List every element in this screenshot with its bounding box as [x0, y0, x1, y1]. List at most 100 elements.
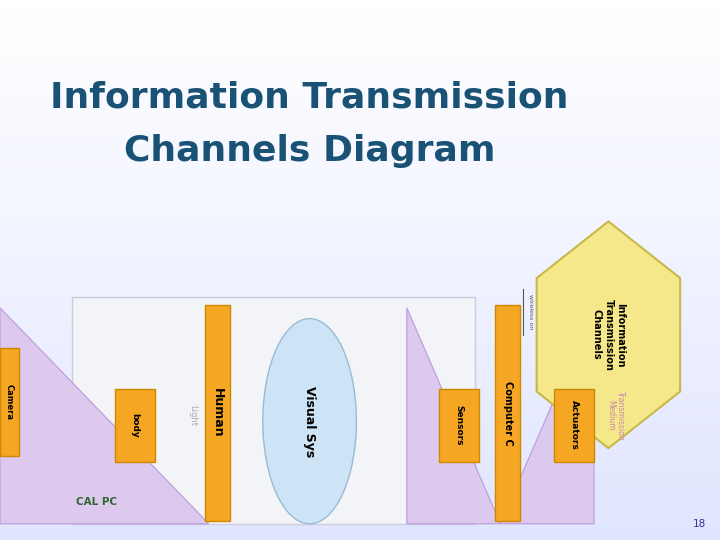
FancyBboxPatch shape — [439, 389, 479, 462]
Bar — [0, 410, 720, 416]
Bar — [0, 302, 720, 308]
FancyBboxPatch shape — [495, 305, 520, 521]
Bar — [0, 211, 720, 216]
Bar — [0, 113, 720, 119]
Bar — [0, 157, 720, 162]
Bar — [0, 173, 720, 178]
Bar — [0, 265, 720, 270]
FancyBboxPatch shape — [115, 389, 155, 462]
Bar — [0, 108, 720, 113]
Text: Computer C: Computer C — [503, 381, 513, 446]
Bar — [0, 162, 720, 167]
Bar — [0, 184, 720, 189]
Bar — [0, 286, 720, 292]
Bar — [0, 243, 720, 248]
Bar — [0, 135, 720, 140]
Bar — [0, 427, 720, 432]
Bar — [0, 508, 720, 513]
Bar — [0, 238, 720, 243]
Bar — [0, 481, 720, 486]
Bar — [0, 308, 720, 313]
FancyBboxPatch shape — [0, 348, 19, 456]
Bar — [0, 81, 720, 86]
Bar — [0, 335, 720, 340]
Bar — [0, 400, 720, 405]
Bar — [0, 59, 720, 65]
Bar — [0, 76, 720, 81]
Bar — [0, 97, 720, 103]
Bar — [0, 281, 720, 286]
Bar — [0, 378, 720, 383]
Bar — [0, 518, 720, 524]
Bar — [0, 383, 720, 389]
Bar — [0, 346, 720, 351]
Bar — [0, 513, 720, 518]
Bar — [0, 38, 720, 43]
Bar — [0, 491, 720, 497]
Bar — [0, 351, 720, 356]
Text: Sensors: Sensors — [454, 405, 464, 446]
Bar — [0, 11, 720, 16]
FancyBboxPatch shape — [72, 297, 475, 524]
Bar — [0, 178, 720, 184]
Bar — [0, 151, 720, 157]
Text: Light: Light — [188, 406, 197, 426]
Bar — [0, 103, 720, 108]
Bar — [0, 124, 720, 130]
Bar — [0, 405, 720, 410]
Bar — [0, 227, 720, 232]
Bar — [0, 248, 720, 254]
Bar — [0, 421, 720, 427]
Bar — [0, 362, 720, 367]
Bar — [0, 432, 720, 437]
Bar — [0, 340, 720, 346]
Bar — [0, 443, 720, 448]
Polygon shape — [407, 308, 500, 524]
Bar — [0, 416, 720, 421]
Bar — [0, 65, 720, 70]
Bar — [0, 86, 720, 92]
Bar — [0, 464, 720, 470]
Bar — [0, 524, 720, 529]
Bar — [0, 475, 720, 481]
Text: Human: Human — [211, 388, 224, 438]
Polygon shape — [536, 221, 680, 448]
Polygon shape — [500, 308, 594, 524]
Bar — [0, 216, 720, 221]
Bar — [0, 394, 720, 400]
Bar — [0, 54, 720, 59]
Bar — [0, 259, 720, 265]
Bar — [0, 486, 720, 491]
Bar — [0, 254, 720, 259]
Bar — [0, 297, 720, 302]
Text: Transmission
Medium: Transmission Medium — [606, 391, 625, 441]
Bar — [0, 502, 720, 508]
Bar — [0, 324, 720, 329]
Bar — [0, 140, 720, 146]
Bar — [0, 92, 720, 97]
Text: body: body — [130, 413, 140, 437]
FancyBboxPatch shape — [205, 305, 230, 521]
Polygon shape — [0, 308, 209, 524]
Text: Actuators: Actuators — [570, 400, 579, 450]
FancyBboxPatch shape — [554, 389, 594, 462]
Bar — [0, 459, 720, 464]
Bar — [0, 529, 720, 535]
Text: Information
Transmission
Channels: Information Transmission Channels — [592, 299, 625, 371]
Bar — [0, 448, 720, 454]
Bar — [0, 454, 720, 459]
Bar — [0, 329, 720, 335]
Text: wireless on: wireless on — [528, 294, 534, 329]
Text: CAL PC: CAL PC — [76, 497, 117, 507]
Bar — [0, 535, 720, 540]
Bar — [0, 194, 720, 200]
Text: Camera: Camera — [5, 384, 14, 420]
Ellipse shape — [263, 319, 356, 524]
Bar — [0, 70, 720, 76]
Bar — [0, 5, 720, 11]
Bar — [0, 356, 720, 362]
Bar — [0, 16, 720, 22]
Bar — [0, 0, 720, 5]
Bar — [0, 437, 720, 443]
Bar — [0, 389, 720, 394]
